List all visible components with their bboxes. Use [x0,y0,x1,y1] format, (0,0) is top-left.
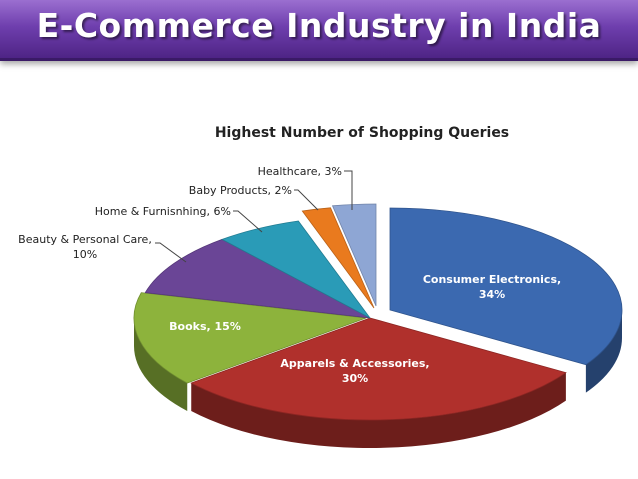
pie-slice-healthcare [331,203,377,307]
pie-slice-apparels-accessories [190,317,567,421]
pie-slice-beauty-personal-care [144,238,371,319]
leader-line [155,242,187,263]
data-label: Healthcare, 3% [258,165,342,178]
data-label: Baby Products, 2% [189,184,292,197]
data-label: Beauty & Personal Care, 10% [18,233,152,261]
data-label: Books, 15% [169,320,241,333]
data-label: Apparels & Accessories, 30% [280,357,429,385]
leader-line [233,210,263,233]
leader-line [294,189,319,211]
pie-slice-side-1 [191,372,566,449]
pie-slice-consumer-electronics [389,207,623,366]
chart-title: Highest Number of Shopping Queries [215,125,509,141]
data-label: Home & Furnisnhing, 6% [95,205,231,218]
data-label: Consumer Electronics, 34% [423,273,561,301]
pie-slice-baby-products [301,207,375,309]
pie-slice-side-2 [134,318,188,412]
leader-line [344,170,353,210]
pie-slice-side-0 [585,310,622,393]
title-banner: E-Commerce Industry in India [0,0,638,61]
page-title: E-Commerce Industry in India [36,6,602,45]
pie-slice-books [133,292,367,384]
